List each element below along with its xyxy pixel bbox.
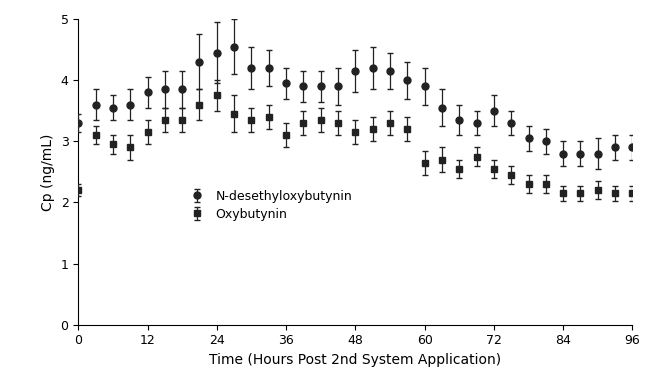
X-axis label: Time (Hours Post 2nd System Application): Time (Hours Post 2nd System Application) bbox=[209, 353, 501, 367]
Legend: N-desethyloxybutynin, Oxybutynin: N-desethyloxybutynin, Oxybutynin bbox=[185, 189, 352, 221]
Y-axis label: Cp (ng/mL): Cp (ng/mL) bbox=[41, 133, 55, 210]
